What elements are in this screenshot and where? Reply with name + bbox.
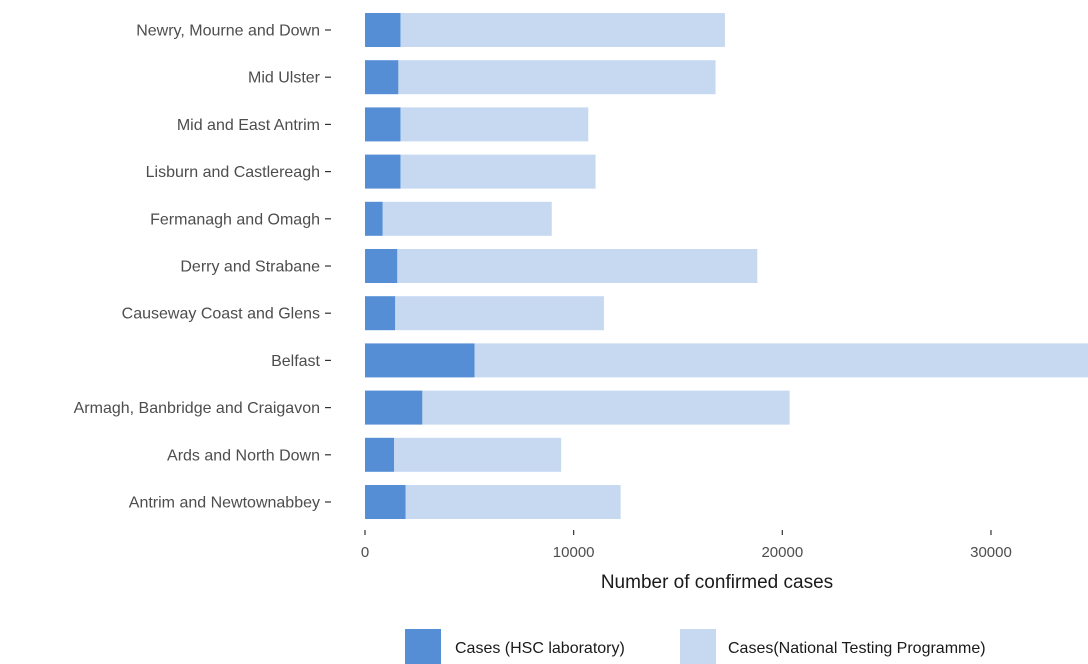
bar-national-testing — [422, 390, 790, 425]
x-axis-ticks: 0 10000 20000 30000 — [361, 530, 1012, 561]
y-tick-label: Mid Ulster — [248, 70, 321, 87]
y-tick-label: Ards and North Down — [167, 447, 320, 464]
bars — [365, 13, 1088, 519]
bar-hsc-laboratory — [365, 437, 395, 472]
x-tick-label: 10000 — [553, 544, 595, 561]
legend-label-hsc-laboratory: Cases (HSC laboratory) — [455, 640, 625, 657]
bar-hsc-laboratory — [365, 343, 475, 378]
bar-national-testing — [474, 343, 1088, 378]
bar-national-testing — [394, 437, 562, 472]
bar-national-testing — [400, 154, 596, 189]
bar-hsc-laboratory — [365, 249, 398, 283]
bar-national-testing — [400, 13, 725, 47]
bar-hsc-laboratory — [365, 13, 401, 47]
y-tick-label: Fermanagh and Omagh — [150, 211, 320, 228]
x-tick-label: 0 — [361, 544, 369, 561]
bar-national-testing — [395, 296, 604, 331]
legend-swatch-national-testing — [680, 629, 716, 664]
bar-hsc-laboratory — [365, 60, 399, 95]
y-axis-labels: Newry, Mourne and Down Mid Ulster Mid and … — [74, 23, 331, 512]
x-tick-label: 20000 — [761, 544, 803, 561]
y-tick-label: Mid and East Antrim — [177, 117, 320, 134]
legend-swatch-hsc-laboratory — [405, 629, 441, 664]
x-tick-label: 30000 — [970, 544, 1012, 561]
bar-hsc-laboratory — [365, 390, 423, 425]
legend-label-national-testing: Cases(National Testing Programme) — [728, 640, 986, 657]
bar-national-testing — [398, 60, 716, 95]
bar-national-testing — [405, 485, 621, 519]
bar-national-testing — [397, 249, 758, 283]
bar-hsc-laboratory — [365, 107, 401, 142]
bar-hsc-laboratory — [365, 296, 396, 331]
bar-national-testing — [400, 107, 589, 142]
y-tick-label: Lisburn and Castlereagh — [146, 164, 320, 181]
legend: Cases (HSC laboratory) Cases(National Tes… — [405, 629, 986, 664]
y-tick-label: Armagh, Banbridge and Craigavon — [74, 400, 320, 417]
y-tick-label: Newry, Mourne and Down — [136, 23, 320, 40]
bar-hsc-laboratory — [365, 154, 401, 189]
y-tick-label: Derry and Strabane — [180, 259, 320, 276]
y-tick-label: Causeway Coast and Glens — [122, 306, 320, 323]
x-axis-title: Number of confirmed cases — [601, 572, 833, 593]
y-tick-label: Antrim and Newtownabbey — [129, 495, 320, 512]
bar-national-testing — [382, 201, 552, 236]
bar-hsc-laboratory — [365, 485, 406, 519]
bar-hsc-laboratory — [365, 201, 383, 236]
y-tick-label: Belfast — [271, 353, 320, 370]
